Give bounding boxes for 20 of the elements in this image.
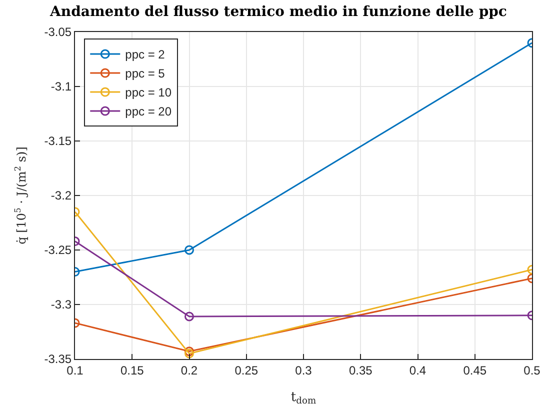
- y-tick-label: -3.1: [50, 80, 72, 94]
- x-tick-label: 0.4: [409, 363, 426, 378]
- x-tick-label: 0.25: [234, 363, 258, 378]
- y-tick-label: -3.05: [44, 25, 72, 40]
- x-axis-title: t$_{dom}$: [290, 390, 316, 407]
- x-tick-label: 0.45: [463, 363, 487, 378]
- legend-label: ppc = 20: [125, 104, 172, 119]
- legend-label: ppc = 10: [125, 86, 172, 100]
- x-tick-label: 0.2: [180, 363, 198, 378]
- y-tick-label: -3.25: [44, 243, 72, 258]
- x-tick-label: 0.3: [295, 363, 312, 378]
- y-tick-label: -3.2: [50, 188, 72, 203]
- legend-label: ppc = 2: [125, 48, 166, 62]
- x-tick-label: 0.35: [348, 363, 373, 378]
- x-tick-label: 0.5: [524, 363, 541, 378]
- legend-label: ppc = 5: [125, 66, 166, 81]
- chart-title: Andamento del flusso termico medio in funzione delle ppc: [49, 4, 507, 20]
- x-tick-label: 0.15: [120, 363, 144, 378]
- y-tick-label: -3.3: [50, 298, 72, 312]
- y-tick-label: -3.15: [44, 134, 72, 148]
